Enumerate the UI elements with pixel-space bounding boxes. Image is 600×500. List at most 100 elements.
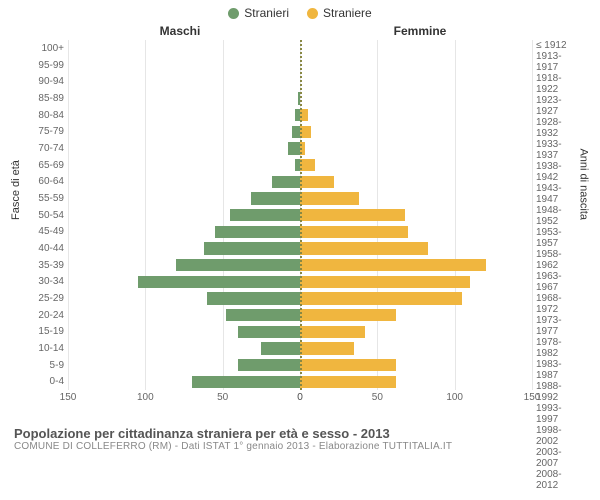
- bar-row: [68, 340, 300, 357]
- xaxis-left: 050100150: [68, 390, 300, 410]
- chart-title: Popolazione per cittadinanza straniera p…: [14, 426, 586, 441]
- ytick-age: 40-44: [20, 240, 68, 257]
- bar-male: [230, 209, 300, 221]
- ytick-age: 55-59: [20, 190, 68, 207]
- ytick-year: ≤ 1912: [532, 40, 580, 51]
- bar-row: [68, 240, 300, 257]
- bar-female: [300, 159, 315, 171]
- legend-male-label: Stranieri: [244, 6, 289, 20]
- xtick: 100: [137, 392, 154, 403]
- legend: Stranieri Straniere: [0, 0, 600, 20]
- bars-female: [300, 40, 532, 390]
- bar-row: [300, 173, 532, 190]
- bar-male: [192, 376, 300, 388]
- bar-row: [300, 57, 532, 74]
- bar-male: [251, 192, 300, 204]
- column-titles: Maschi Femmine: [20, 20, 580, 40]
- bar-male: [138, 276, 300, 288]
- bar-male: [207, 292, 300, 304]
- bar-row: [68, 173, 300, 190]
- bar-row: [300, 307, 532, 324]
- xtick: 50: [372, 392, 383, 403]
- bar-row: [300, 157, 532, 174]
- ytick-year: 1958-1962: [532, 249, 580, 271]
- ytick-year: 1938-1942: [532, 161, 580, 183]
- bar-female: [300, 176, 334, 188]
- col-title-female: Femmine: [300, 24, 580, 38]
- bar-row: [300, 290, 532, 307]
- bar-row: [300, 273, 532, 290]
- ytick-year: 1918-1922: [532, 73, 580, 95]
- footer: Popolazione per cittadinanza straniera p…: [0, 420, 600, 452]
- ytick-age: 80-84: [20, 107, 68, 124]
- chart: Fasce di età Anni di nascita Maschi Femm…: [20, 20, 580, 420]
- bar-row: [300, 40, 532, 57]
- ytick-year: 1963-1967: [532, 271, 580, 293]
- bars-area: [68, 40, 532, 390]
- xtick: 150: [524, 392, 541, 403]
- bar-female: [300, 259, 486, 271]
- ytick-year: 2008-2012: [532, 469, 580, 491]
- bar-female: [300, 192, 359, 204]
- bar-male: [226, 309, 300, 321]
- ytick-age: 75-79: [20, 123, 68, 140]
- bar-female: [300, 326, 365, 338]
- bar-row: [300, 190, 532, 207]
- plot-area: 100+95-9990-9485-8980-8475-7970-7465-696…: [20, 40, 580, 390]
- bar-row: [68, 223, 300, 240]
- bar-male: [292, 126, 300, 138]
- ytick-age: 95-99: [20, 57, 68, 74]
- ytick-year: 1983-1987: [532, 359, 580, 381]
- bar-male: [261, 342, 300, 354]
- ytick-age: 35-39: [20, 257, 68, 274]
- ytick-age: 50-54: [20, 207, 68, 224]
- bar-row: [68, 273, 300, 290]
- ytick-year: 1973-1977: [532, 315, 580, 337]
- bar-row: [68, 307, 300, 324]
- bar-female: [300, 226, 408, 238]
- ytick-year: 1953-1957: [532, 227, 580, 249]
- bar-male: [238, 359, 300, 371]
- bar-row: [68, 107, 300, 124]
- bar-row: [68, 123, 300, 140]
- bar-male: [288, 142, 300, 154]
- bar-row: [300, 73, 532, 90]
- bar-row: [300, 340, 532, 357]
- yaxis-right: ≤ 19121913-19171918-19221923-19271928-19…: [532, 40, 580, 390]
- ytick-year: 2003-2007: [532, 447, 580, 469]
- bar-row: [300, 207, 532, 224]
- bar-row: [68, 323, 300, 340]
- col-title-male: Maschi: [20, 24, 300, 38]
- bar-male: [176, 259, 300, 271]
- xaxis: 050100150 050100150: [68, 390, 532, 410]
- bar-row: [300, 257, 532, 274]
- bar-male: [238, 326, 300, 338]
- bar-female: [300, 276, 470, 288]
- bar-row: [300, 123, 532, 140]
- bar-row: [68, 140, 300, 157]
- bars-male: [68, 40, 300, 390]
- bar-row: [300, 223, 532, 240]
- ytick-age: 25-29: [20, 290, 68, 307]
- ytick-year: 1913-1917: [532, 51, 580, 73]
- legend-item-male: Stranieri: [228, 6, 289, 20]
- ytick-year: 1923-1927: [532, 95, 580, 117]
- bar-female: [300, 309, 396, 321]
- xaxis-right: 050100150: [300, 390, 532, 410]
- ytick-age: 90-94: [20, 73, 68, 90]
- bar-row: [68, 357, 300, 374]
- ytick-year: 1943-1947: [532, 183, 580, 205]
- ytick-age: 85-89: [20, 90, 68, 107]
- bar-row: [68, 290, 300, 307]
- bar-row: [68, 157, 300, 174]
- bar-row: [300, 90, 532, 107]
- legend-female-label: Straniere: [323, 6, 372, 20]
- bar-row: [68, 90, 300, 107]
- female-swatch-icon: [307, 8, 318, 19]
- center-line: [300, 40, 302, 390]
- bar-female: [300, 242, 428, 254]
- bar-male: [215, 226, 300, 238]
- ytick-age: 45-49: [20, 223, 68, 240]
- ytick-year: 1978-1982: [532, 337, 580, 359]
- ytick-year: 1948-1952: [532, 205, 580, 227]
